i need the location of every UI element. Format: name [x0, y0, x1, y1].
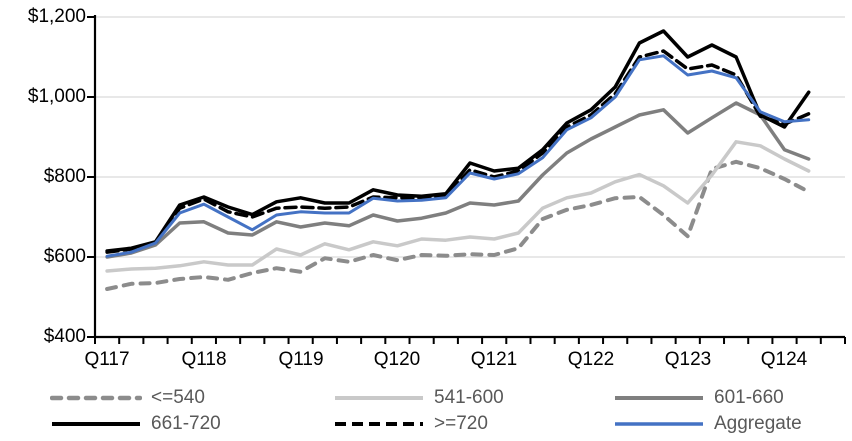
- legend-item-aggregate: Aggregate: [613, 412, 802, 436]
- x-axis-label: Q123: [664, 349, 712, 370]
- legend-line-swatch: [615, 422, 703, 426]
- y-axis-label: $400: [43, 326, 86, 347]
- y-axis-label: $800: [43, 166, 86, 187]
- legend-line-swatch: [52, 422, 140, 426]
- legend-item-601-660: 601-660: [613, 386, 784, 410]
- legend-item-661-720: 661-720: [50, 412, 221, 436]
- x-axis-label: Q122: [567, 349, 615, 370]
- legend-item-541-600: 541-600: [333, 386, 504, 410]
- legend-label: Aggregate: [714, 413, 802, 434]
- y-axis-label: $1,000: [27, 86, 86, 107]
- x-axis-label: Q118: [181, 349, 227, 370]
- legend-line-swatch: [335, 396, 423, 400]
- x-axis-label: Q119: [278, 349, 324, 370]
- x-axis-label: Q120: [373, 349, 421, 370]
- series-line-5: [105, 54, 811, 258]
- legend-label: >=720: [434, 413, 488, 434]
- legend-line-swatch: [50, 395, 142, 401]
- legend-item-gte720: >=720: [333, 412, 488, 436]
- legend-label: 541-600: [434, 387, 504, 408]
- legend-label: 601-660: [714, 387, 784, 408]
- y-axis-label: $1,200: [27, 6, 86, 27]
- series-line-4: [105, 49, 811, 254]
- legend-line-swatch: [615, 396, 703, 400]
- series-line-2: [105, 101, 811, 259]
- legend-label: 661-720: [151, 413, 221, 434]
- x-axis-label: Q124: [760, 349, 808, 370]
- x-axis-label: Q117: [84, 349, 130, 370]
- legend-label: <=540: [151, 387, 205, 408]
- legend-item-lte540: <=540: [50, 386, 205, 410]
- series-line-1: [105, 140, 811, 273]
- series-line-3: [105, 29, 811, 253]
- series-line-0: [105, 159, 811, 291]
- legend-line-swatch: [335, 422, 423, 426]
- y-axis-label: $600: [43, 246, 86, 267]
- x-axis-label: Q121: [470, 349, 518, 370]
